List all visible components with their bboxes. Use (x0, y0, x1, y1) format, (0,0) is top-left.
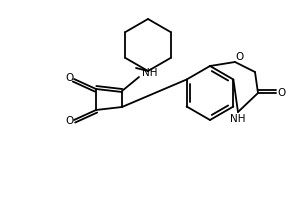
Text: NH: NH (230, 114, 246, 124)
Text: O: O (236, 52, 244, 62)
Text: O: O (65, 73, 73, 83)
Text: NH: NH (142, 68, 158, 78)
Text: O: O (65, 116, 73, 126)
Text: O: O (278, 88, 286, 98)
